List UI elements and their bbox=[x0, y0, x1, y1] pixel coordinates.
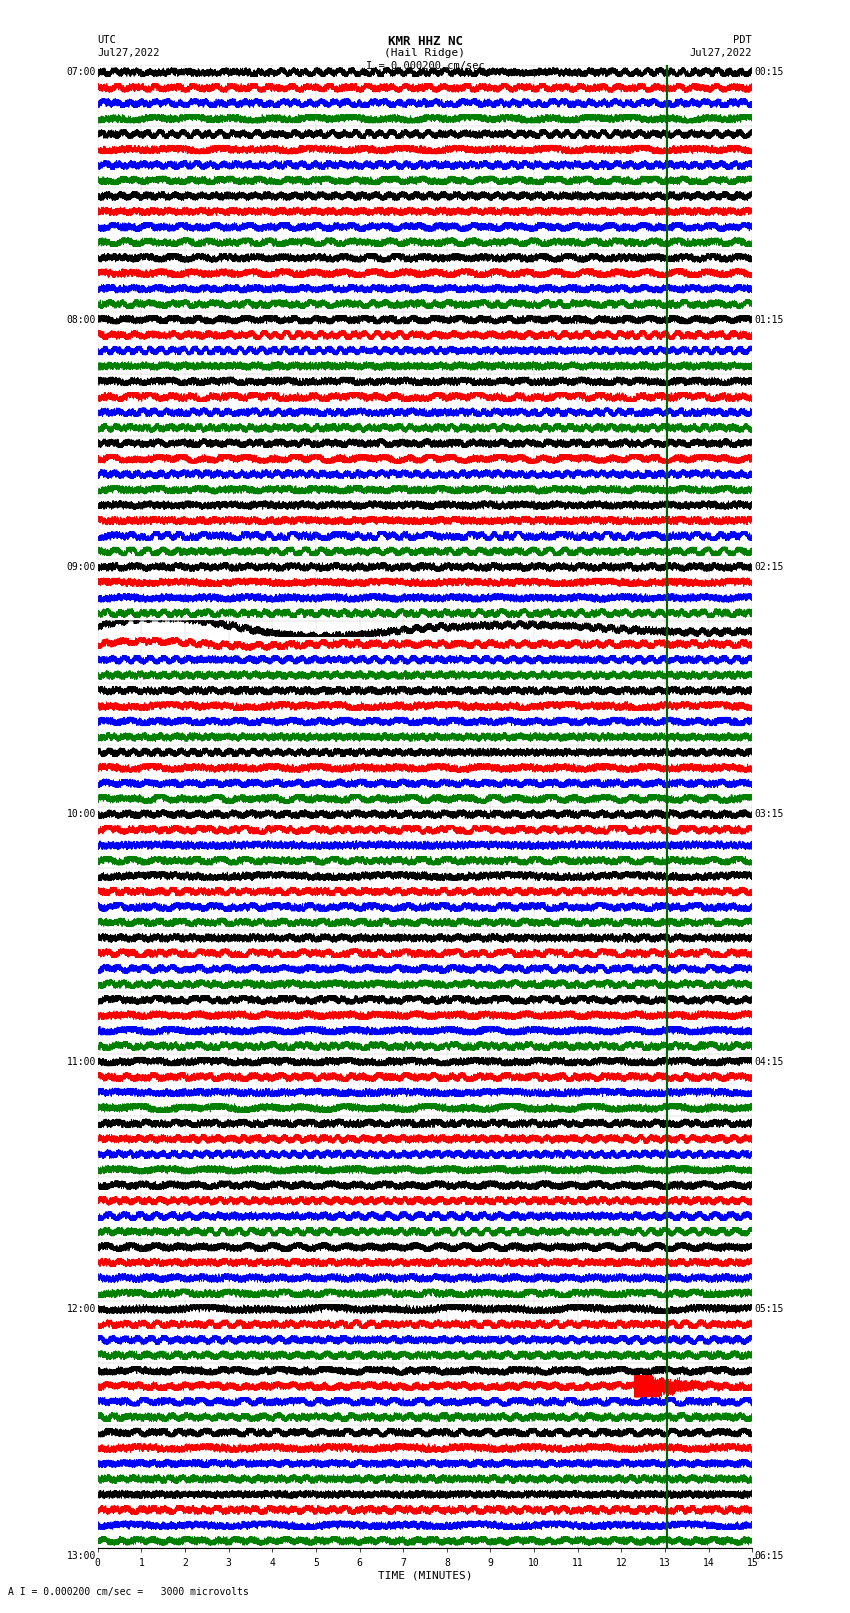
Text: 05:15: 05:15 bbox=[754, 1303, 784, 1315]
Text: 09:00: 09:00 bbox=[66, 561, 96, 573]
Text: I = 0.000200 cm/sec: I = 0.000200 cm/sec bbox=[366, 61, 484, 71]
Text: 12:00: 12:00 bbox=[66, 1303, 96, 1315]
Text: 13:00: 13:00 bbox=[66, 1552, 96, 1561]
Text: UTC: UTC bbox=[98, 35, 116, 45]
Text: 10:00: 10:00 bbox=[66, 810, 96, 819]
Text: 07:00: 07:00 bbox=[66, 68, 96, 77]
Text: (Hail Ridge): (Hail Ridge) bbox=[384, 48, 466, 58]
Text: 06:15: 06:15 bbox=[754, 1552, 784, 1561]
Text: 11:00: 11:00 bbox=[66, 1057, 96, 1066]
Text: 04:15: 04:15 bbox=[754, 1057, 784, 1066]
Text: Jul27,2022: Jul27,2022 bbox=[98, 48, 161, 58]
Text: A I = 0.000200 cm/sec =   3000 microvolts: A I = 0.000200 cm/sec = 3000 microvolts bbox=[8, 1587, 249, 1597]
Text: Jul27,2022: Jul27,2022 bbox=[689, 48, 752, 58]
Text: PDT: PDT bbox=[734, 35, 752, 45]
X-axis label: TIME (MINUTES): TIME (MINUTES) bbox=[377, 1571, 473, 1581]
Text: KMR HHZ NC: KMR HHZ NC bbox=[388, 35, 462, 48]
Text: 03:15: 03:15 bbox=[754, 810, 784, 819]
Text: 01:15: 01:15 bbox=[754, 315, 784, 324]
Text: 02:15: 02:15 bbox=[754, 561, 784, 573]
Text: 00:15: 00:15 bbox=[754, 68, 784, 77]
Text: 08:00: 08:00 bbox=[66, 315, 96, 324]
